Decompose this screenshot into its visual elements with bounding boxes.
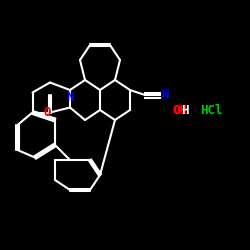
Text: OH: OH — [172, 104, 188, 117]
Text: HCl: HCl — [200, 104, 222, 117]
Text: N: N — [161, 88, 169, 102]
Text: O: O — [44, 106, 51, 119]
Text: N: N — [66, 91, 74, 104]
Text: H: H — [181, 104, 189, 117]
Text: O: O — [174, 104, 181, 117]
